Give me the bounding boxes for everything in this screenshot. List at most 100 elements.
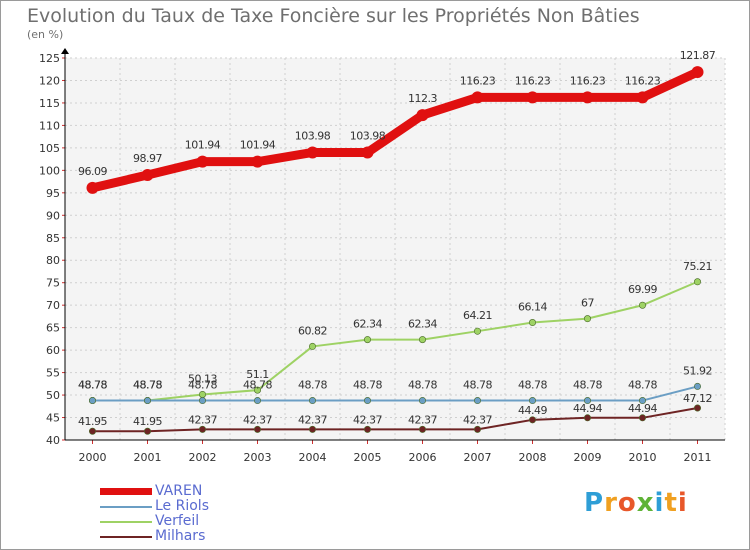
data-point: [199, 390, 207, 398]
data-label: 42.37: [408, 413, 437, 426]
data-point: [144, 427, 152, 435]
data-point: [528, 397, 536, 405]
data-point: [254, 397, 262, 405]
data-label: 66.14: [518, 301, 547, 314]
data-label: 103.98: [295, 129, 331, 142]
x-tick-label: 2006: [409, 451, 437, 464]
data-point: [141, 168, 154, 181]
data-label: 42.37: [353, 413, 382, 426]
data-label: 69.99: [628, 283, 657, 296]
data-label: 48.78: [78, 379, 107, 392]
series-line-le-riols: [91, 385, 699, 402]
x-tick-label: 2010: [629, 451, 657, 464]
legend-swatch: [100, 536, 152, 538]
data-point: [416, 109, 429, 122]
logo-letter: o: [617, 488, 637, 518]
y-tick-label: 120: [39, 74, 60, 87]
data-point: [693, 404, 701, 412]
data-label: 121.87: [680, 49, 716, 62]
y-tick-label: 110: [39, 119, 60, 132]
data-point: [196, 155, 209, 168]
chart-title: Evolution du Taux de Taxe Foncière sur l…: [27, 5, 640, 27]
logo-letter: r: [604, 488, 618, 518]
data-point: [308, 342, 316, 350]
data-label: 41.95: [78, 415, 107, 428]
data-label: 62.34: [353, 318, 382, 331]
data-label: 64.21: [463, 309, 492, 322]
data-label: 48.78: [133, 379, 162, 392]
data-point: [583, 397, 591, 405]
data-label: 44.94: [628, 402, 657, 415]
legend-item-milhars: Milhars: [100, 528, 300, 544]
data-label: 98.97: [133, 152, 162, 165]
data-label: 101.94: [240, 139, 276, 152]
series-line-verfeil: [91, 280, 699, 402]
data-point: [251, 155, 264, 168]
data-point: [418, 397, 426, 405]
data-label: 48.78: [628, 379, 657, 392]
data-label: 116.23: [570, 74, 606, 87]
data-point: [691, 66, 704, 79]
data-label: 67: [581, 297, 594, 310]
data-point: [363, 425, 371, 433]
legend-label: Verfeil: [155, 513, 200, 529]
data-point: [473, 327, 481, 335]
data-point: [308, 397, 316, 405]
data-point: [473, 397, 481, 405]
data-label: 75.21: [683, 260, 712, 273]
data-point: [308, 425, 316, 433]
y-tick-label: 65: [46, 322, 60, 335]
x-tick-label: 2004: [299, 451, 327, 464]
data-label: 44.94: [573, 402, 602, 415]
y-tick-label: 125: [39, 52, 60, 65]
legend-label: VAREN: [155, 483, 203, 499]
data-point: [306, 146, 319, 159]
y-tick-label: 50: [46, 389, 60, 402]
legend-item-le-riols: Le Riols: [100, 498, 300, 514]
legend-label: Le Riols: [155, 498, 209, 514]
data-point: [89, 427, 97, 435]
data-point: [471, 91, 484, 104]
data-label: 48.78: [408, 379, 437, 392]
data-point: [528, 319, 536, 327]
data-label: 101.94: [185, 139, 221, 152]
series-line-milhars: [91, 407, 699, 433]
data-label: 116.23: [460, 74, 496, 87]
data-label: 41.95: [133, 415, 162, 428]
data-point: [254, 425, 262, 433]
data-label: 48.78: [188, 379, 217, 392]
data-label: 42.37: [463, 413, 492, 426]
data-label: 48.78: [463, 379, 492, 392]
data-point: [693, 382, 701, 390]
legend-item-verfeil: Verfeil: [100, 513, 300, 529]
data-point: [473, 425, 481, 433]
data-label: 116.23: [625, 74, 661, 87]
data-label: 60.82: [298, 324, 327, 337]
data-point: [418, 336, 426, 344]
data-point: [636, 91, 649, 104]
logo-letter: P: [584, 488, 605, 518]
y-tick-label: 85: [46, 232, 60, 245]
data-label: 48.78: [518, 379, 547, 392]
data-point: [199, 397, 207, 405]
data-point: [526, 91, 539, 104]
x-tick-label: 2005: [354, 451, 382, 464]
legend-label: Milhars: [155, 528, 206, 544]
data-label: 48.78: [133, 379, 162, 392]
y-tick-label: 105: [39, 142, 60, 155]
data-label: 112.3: [408, 92, 437, 105]
data-point: [528, 416, 536, 424]
x-tick-label: 2003: [244, 451, 272, 464]
x-tick-label: 2000: [79, 451, 107, 464]
x-tick-label: 2001: [134, 451, 162, 464]
data-label: 48.78: [353, 379, 382, 392]
data-label: 103.98: [350, 129, 386, 142]
x-tick-label: 2011: [684, 451, 712, 464]
data-label: 51.92: [683, 364, 712, 377]
data-label: 48.78: [573, 379, 602, 392]
data-label: 48.78: [78, 379, 107, 392]
chart-subtitle: (en %): [27, 28, 64, 41]
logo-letter: i: [677, 488, 688, 518]
y-tick-label: 100: [39, 164, 60, 177]
